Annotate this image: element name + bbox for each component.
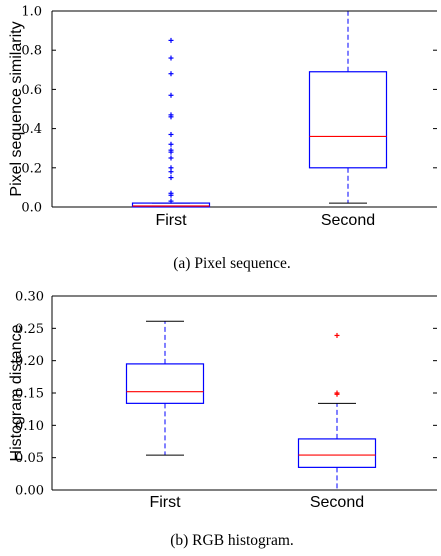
x-tick-label: First (149, 494, 181, 511)
box-iqr (308, 71, 388, 169)
chart-panel-2: 0.00 0.05 0.10 0.15 0.20 0.25 0.30 Histogram di… (8, 290, 437, 549)
y-tick-label: 0.25 (15, 322, 44, 337)
y-tick-label: 0.2 (21, 161, 42, 176)
figure-caption: (b) RGB histogram. (170, 532, 294, 549)
outlier-point (168, 55, 174, 61)
y-tick-label: 0.30 (15, 290, 44, 305)
outlier-point (334, 332, 340, 338)
outlier-point (168, 71, 174, 77)
outlier-point (334, 391, 340, 397)
box-iqr (297, 438, 377, 468)
y-tick-label: 0.8 (21, 44, 42, 59)
y-tick-label: 1.0 (21, 5, 42, 20)
x-tick-label: Second (321, 212, 375, 229)
y-tick-label: 0.10 (15, 419, 44, 434)
outlier-point (168, 192, 174, 198)
outlier-point (168, 92, 174, 98)
box-first (131, 37, 211, 208)
outlier-point (168, 141, 174, 147)
y-tick-label: 0.00 (15, 484, 44, 499)
y-tick-label: 0.20 (15, 354, 44, 369)
box-iqr (125, 363, 205, 404)
y-tick-label: 0.4 (21, 122, 42, 137)
outlier-point (168, 149, 174, 155)
y-tick-label: 0.05 (15, 451, 44, 466)
outlier-point (168, 198, 174, 204)
x-tick-label: First (155, 212, 187, 229)
y-tick-label: 0.6 (21, 83, 42, 98)
y-tick-label: 0.15 (15, 387, 44, 402)
box-second (297, 332, 377, 491)
outlier-point (168, 131, 174, 137)
box-second (308, 10, 388, 204)
outlier-point (168, 114, 174, 120)
outlier-point (168, 155, 174, 161)
y-axis-label: Pixel sequence similarity (8, 21, 25, 196)
outlier-point (168, 169, 174, 175)
y-tick-label: 0.0 (21, 201, 42, 216)
box-first (125, 320, 205, 456)
y-axis-label: Histogram distance (8, 324, 25, 461)
figure-caption: (a) Pixel sequence. (173, 255, 291, 272)
outlier-point (168, 37, 174, 43)
outlier-point (168, 175, 174, 181)
x-tick-label: Second (310, 494, 364, 511)
